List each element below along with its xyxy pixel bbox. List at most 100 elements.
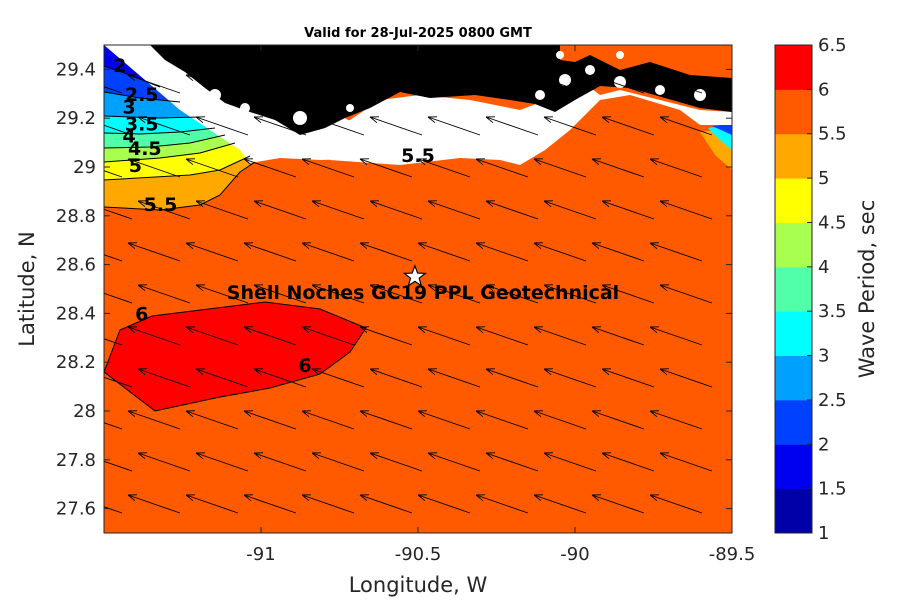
wave-arrow xyxy=(475,410,529,430)
colorbar-segment xyxy=(775,222,812,268)
wave-arrow xyxy=(359,158,413,178)
colorbar-tick-label: 2 xyxy=(818,434,829,455)
y-tick-label: 29 xyxy=(73,157,96,178)
colorbar-segment xyxy=(775,488,812,534)
colorbar-tick-label: 6 xyxy=(818,79,829,100)
colorbar-segment xyxy=(775,89,812,135)
wave-arrow xyxy=(127,158,181,178)
colorbar-segment xyxy=(775,444,812,490)
wave-arrow xyxy=(485,116,539,136)
wave-arrow xyxy=(359,494,413,514)
wave-arrow xyxy=(601,368,655,388)
wave-arrow xyxy=(543,284,597,304)
wave-arrow xyxy=(359,410,413,430)
contour-label: 5.5 xyxy=(144,194,178,216)
colorbar-segment xyxy=(775,133,812,179)
wave-arrow xyxy=(301,326,355,346)
wave-arrow xyxy=(475,242,529,262)
wave-arrow xyxy=(185,74,239,94)
wave-arrow xyxy=(601,452,655,472)
coastal-gap-middle xyxy=(320,95,540,165)
wave-arrow xyxy=(301,74,355,94)
wave-arrow xyxy=(311,452,365,472)
wave-arrow xyxy=(253,284,307,304)
wave-arrow xyxy=(104,208,133,220)
contour-label: 2 xyxy=(113,55,126,77)
wave-arrow xyxy=(127,494,181,514)
site-label: Shell Noches GC19 PPL Geotechnical xyxy=(227,282,619,304)
wave-arrow xyxy=(369,452,423,472)
wave-arrow xyxy=(591,158,645,178)
wave-arrow xyxy=(137,116,191,136)
wave-arrow xyxy=(485,284,539,304)
wave-arrow xyxy=(659,116,713,136)
wave-arrow xyxy=(253,116,307,136)
y-tick-label: 28.8 xyxy=(56,206,96,227)
wave-arrow xyxy=(427,452,481,472)
contour-label: 3 xyxy=(123,96,136,118)
wave-arrow xyxy=(475,158,529,178)
wave-arrow xyxy=(253,200,307,220)
wave-arrow xyxy=(591,410,645,430)
wave-arrow xyxy=(649,494,703,514)
wave-arrow xyxy=(301,494,355,514)
wave-arrow xyxy=(591,242,645,262)
wave-arrow xyxy=(659,452,713,472)
wave-arrow xyxy=(127,74,181,94)
y-axis-ticks: 27.6 27.8 28 28.2 28.4 28.6 28.8 29 29.2 29.4 xyxy=(56,59,732,520)
wave-arrow xyxy=(195,116,249,136)
wave-arrow xyxy=(601,116,655,136)
wave-arrow xyxy=(185,242,239,262)
wave-arrow xyxy=(301,158,355,178)
colorbar-segment xyxy=(775,178,812,223)
wave-arrow xyxy=(486,537,538,555)
wave-arrow xyxy=(195,452,249,472)
wave-arrow xyxy=(137,452,191,472)
y-tick-label: 28 xyxy=(73,401,96,422)
colorbar-tick-label: 3 xyxy=(818,346,829,367)
colorbar-tick-label: 2.5 xyxy=(818,390,847,411)
wave-arrow xyxy=(649,410,703,430)
colorbar-segment xyxy=(775,45,812,90)
contour-label: 3.5 xyxy=(125,113,159,135)
site-star-icon xyxy=(402,264,427,288)
wave-arrow xyxy=(185,158,239,178)
wave-arrow xyxy=(427,116,481,136)
wave-arrow xyxy=(243,74,297,94)
y-axis-label: Latitude, N xyxy=(15,231,39,347)
y-tick-label: 27.8 xyxy=(56,450,96,471)
wave-arrow xyxy=(475,494,529,514)
wave-arrow xyxy=(195,284,249,304)
wave-arrow xyxy=(427,200,481,220)
wave-direction-arrows xyxy=(104,74,713,555)
wave-arrow xyxy=(533,326,587,346)
colorbar-tick-label: 1 xyxy=(818,523,829,544)
wave-arrow xyxy=(311,116,365,136)
wave-arrow xyxy=(104,292,133,304)
x-axis-label: Longitude, W xyxy=(349,573,488,597)
wave-arrow xyxy=(359,326,413,346)
wave-arrow xyxy=(359,242,413,262)
wave-arrow xyxy=(417,326,471,346)
wave-arrow xyxy=(104,124,133,136)
wave-arrow xyxy=(185,494,239,514)
wave-arrow xyxy=(301,410,355,430)
colorbar-segment xyxy=(775,311,812,357)
y-tick-label: 27.6 xyxy=(56,499,96,520)
wave-arrow xyxy=(104,338,123,346)
wave-arrow xyxy=(104,460,133,472)
contour-label: 2.5 xyxy=(125,84,159,106)
colorbar-segment xyxy=(775,266,812,312)
wave-arrow xyxy=(137,200,191,220)
x-tick-label: -89.5 xyxy=(709,544,756,565)
x-tick-label: -91 xyxy=(246,544,275,565)
wave-arrow xyxy=(127,410,181,430)
wave-arrow xyxy=(243,410,297,430)
wave-arrow xyxy=(659,284,713,304)
x-axis-ticks: -91 -90.5 -90 -89.5 xyxy=(246,45,755,565)
map-title: Valid for 28-Jul-2025 0800 GMT xyxy=(304,26,532,41)
wave-arrow xyxy=(137,368,191,388)
site-marker xyxy=(402,264,427,288)
